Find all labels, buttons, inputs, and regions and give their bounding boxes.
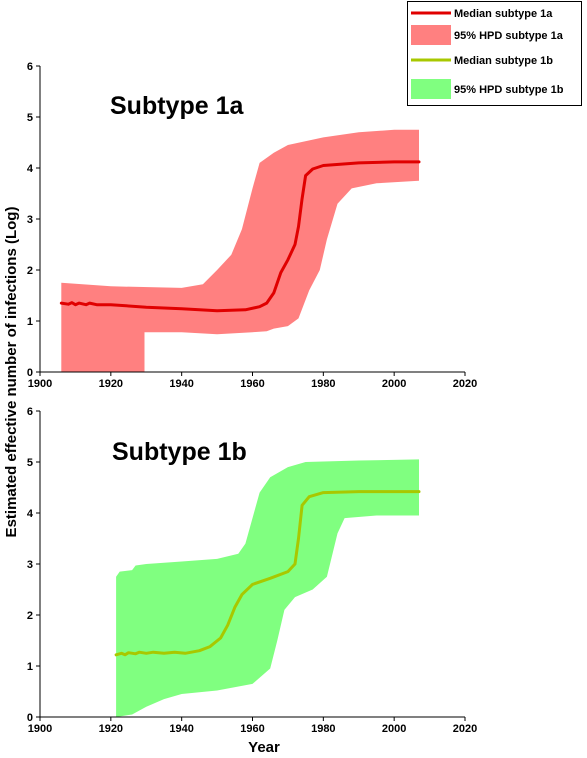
x-tick-label: 2000 <box>382 723 406 735</box>
x-tick-label: 1960 <box>240 723 264 735</box>
legend-entry-hpd-1b: 95% HPD subtype 1b <box>411 79 564 99</box>
hpd-band-1b <box>116 459 419 717</box>
y-tick-label: 2 <box>27 265 33 277</box>
legend-swatch-hpd-1a <box>411 25 451 45</box>
x-tick-label: 1920 <box>99 378 123 390</box>
y-tick-label: 0 <box>27 712 33 724</box>
x-tick-label: 1900 <box>28 723 52 735</box>
x-tick-label: 2020 <box>453 378 477 390</box>
panel-title-subtype-1a: Subtype 1a <box>110 92 244 120</box>
legend: Median subtype 1a 95% HPD subtype 1a Med… <box>407 1 582 106</box>
legend-label-median-1b: Median subtype 1b <box>454 55 553 67</box>
panel-subtype-1b: 0 1 2 3 4 5 6 1900 1920 1940 1960 1980 2000 2020 Subt… <box>27 406 477 735</box>
legend-entry-median-1b: Median subtype 1b <box>411 55 553 67</box>
hpd-band-1a <box>61 129 420 372</box>
x-tick-label: 1980 <box>311 723 335 735</box>
legend-label-hpd-1a: 95% HPD subtype 1a <box>454 30 564 42</box>
x-tick-label: 1960 <box>240 378 264 390</box>
panel-subtype-1a: 0 1 2 3 4 5 6 1900 1920 1940 1960 1980 2000 2020 Subt… <box>27 61 477 390</box>
legend-label-hpd-1b: 95% HPD subtype 1b <box>454 84 564 96</box>
y-tick-label: 4 <box>27 163 34 175</box>
y-tick-label: 6 <box>27 61 33 73</box>
x-tick-label: 1920 <box>99 723 123 735</box>
x-axis-title: Year <box>248 739 280 756</box>
y-tick-label: 3 <box>27 214 33 226</box>
legend-label-median-1a: Median subtype 1a <box>454 8 553 20</box>
y-tick-label: 1 <box>27 661 33 673</box>
x-tick-label: 1940 <box>169 378 193 390</box>
y-tick-label: 0 <box>27 367 33 379</box>
y-tick-label: 6 <box>27 406 33 418</box>
x-tick-label: 2000 <box>382 378 406 390</box>
x-tick-label: 1900 <box>28 378 52 390</box>
y-tick-label: 1 <box>27 316 33 328</box>
legend-entry-hpd-1a: 95% HPD subtype 1a <box>411 25 564 45</box>
x-tick-label: 1980 <box>311 378 335 390</box>
y-tick-label: 3 <box>27 559 33 571</box>
median-line-1a <box>59 160 421 313</box>
legend-swatch-hpd-1b <box>411 79 451 99</box>
y-tick-label: 2 <box>27 610 33 622</box>
x-tick-label: 2020 <box>453 723 477 735</box>
y-tick-label: 5 <box>27 112 33 124</box>
y-tick-label: 5 <box>27 457 33 469</box>
y-axis-title: Estimated effective number of infections… <box>3 207 20 538</box>
x-tick-label: 1940 <box>169 723 193 735</box>
panel-title-subtype-1b: Subtype 1b <box>112 438 247 466</box>
median-line-1b <box>114 490 421 657</box>
y-tick-label: 4 <box>27 508 34 520</box>
legend-entry-median-1a: Median subtype 1a <box>411 8 553 20</box>
